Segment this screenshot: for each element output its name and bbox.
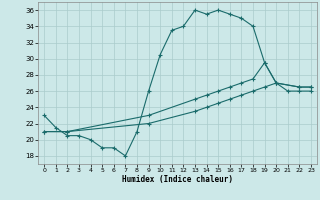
X-axis label: Humidex (Indice chaleur): Humidex (Indice chaleur) [122, 175, 233, 184]
